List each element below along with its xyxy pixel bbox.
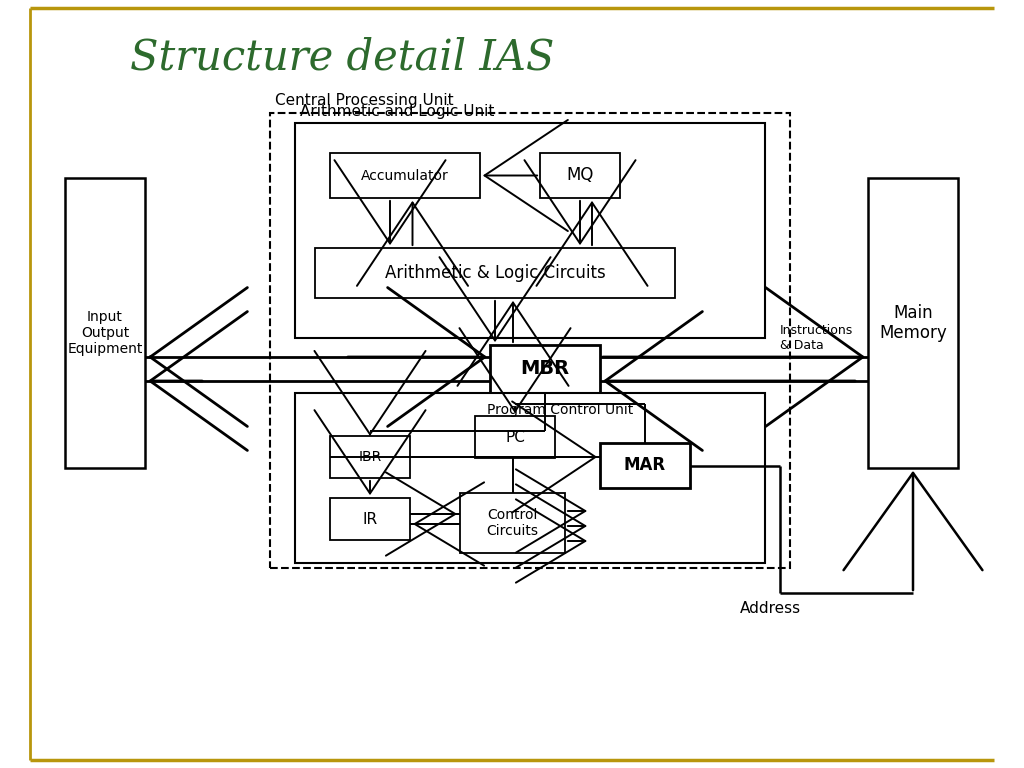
Text: Central Processing Unit: Central Processing Unit [275, 93, 454, 108]
Bar [330, 153, 480, 198]
Text: PC: PC [505, 429, 525, 445]
Text: Control
Circuits: Control Circuits [486, 508, 539, 538]
Text: Main
Memory: Main Memory [880, 303, 947, 343]
Text: Arithmetic & Logic Circuits: Arithmetic & Logic Circuits [385, 264, 605, 282]
Bar [460, 493, 565, 553]
Bar [295, 123, 765, 338]
Text: MQ: MQ [566, 167, 594, 184]
Text: IR: IR [362, 511, 378, 527]
Text: Input
Output
Equipment: Input Output Equipment [68, 310, 142, 356]
Text: Program Control Unit: Program Control Unit [486, 403, 633, 417]
Text: MAR: MAR [624, 456, 666, 475]
Bar [330, 498, 410, 540]
Bar [540, 153, 620, 198]
Text: Address: Address [739, 601, 801, 616]
Bar [270, 113, 790, 568]
Bar [868, 178, 958, 468]
Bar [490, 345, 600, 393]
Bar [600, 443, 690, 488]
Text: Instructions
& Data: Instructions & Data [780, 324, 853, 352]
Bar [295, 393, 765, 563]
Text: MBR: MBR [520, 359, 569, 379]
Text: Accumulator: Accumulator [361, 168, 449, 183]
Text: Arithmetic and Logic Unit: Arithmetic and Logic Unit [300, 104, 495, 119]
Bar [65, 178, 145, 468]
Text: IBR: IBR [358, 450, 382, 464]
Bar [330, 436, 410, 478]
Bar [315, 248, 675, 298]
Bar [475, 416, 555, 458]
Text: Structure detail IAS: Structure detail IAS [130, 37, 554, 79]
